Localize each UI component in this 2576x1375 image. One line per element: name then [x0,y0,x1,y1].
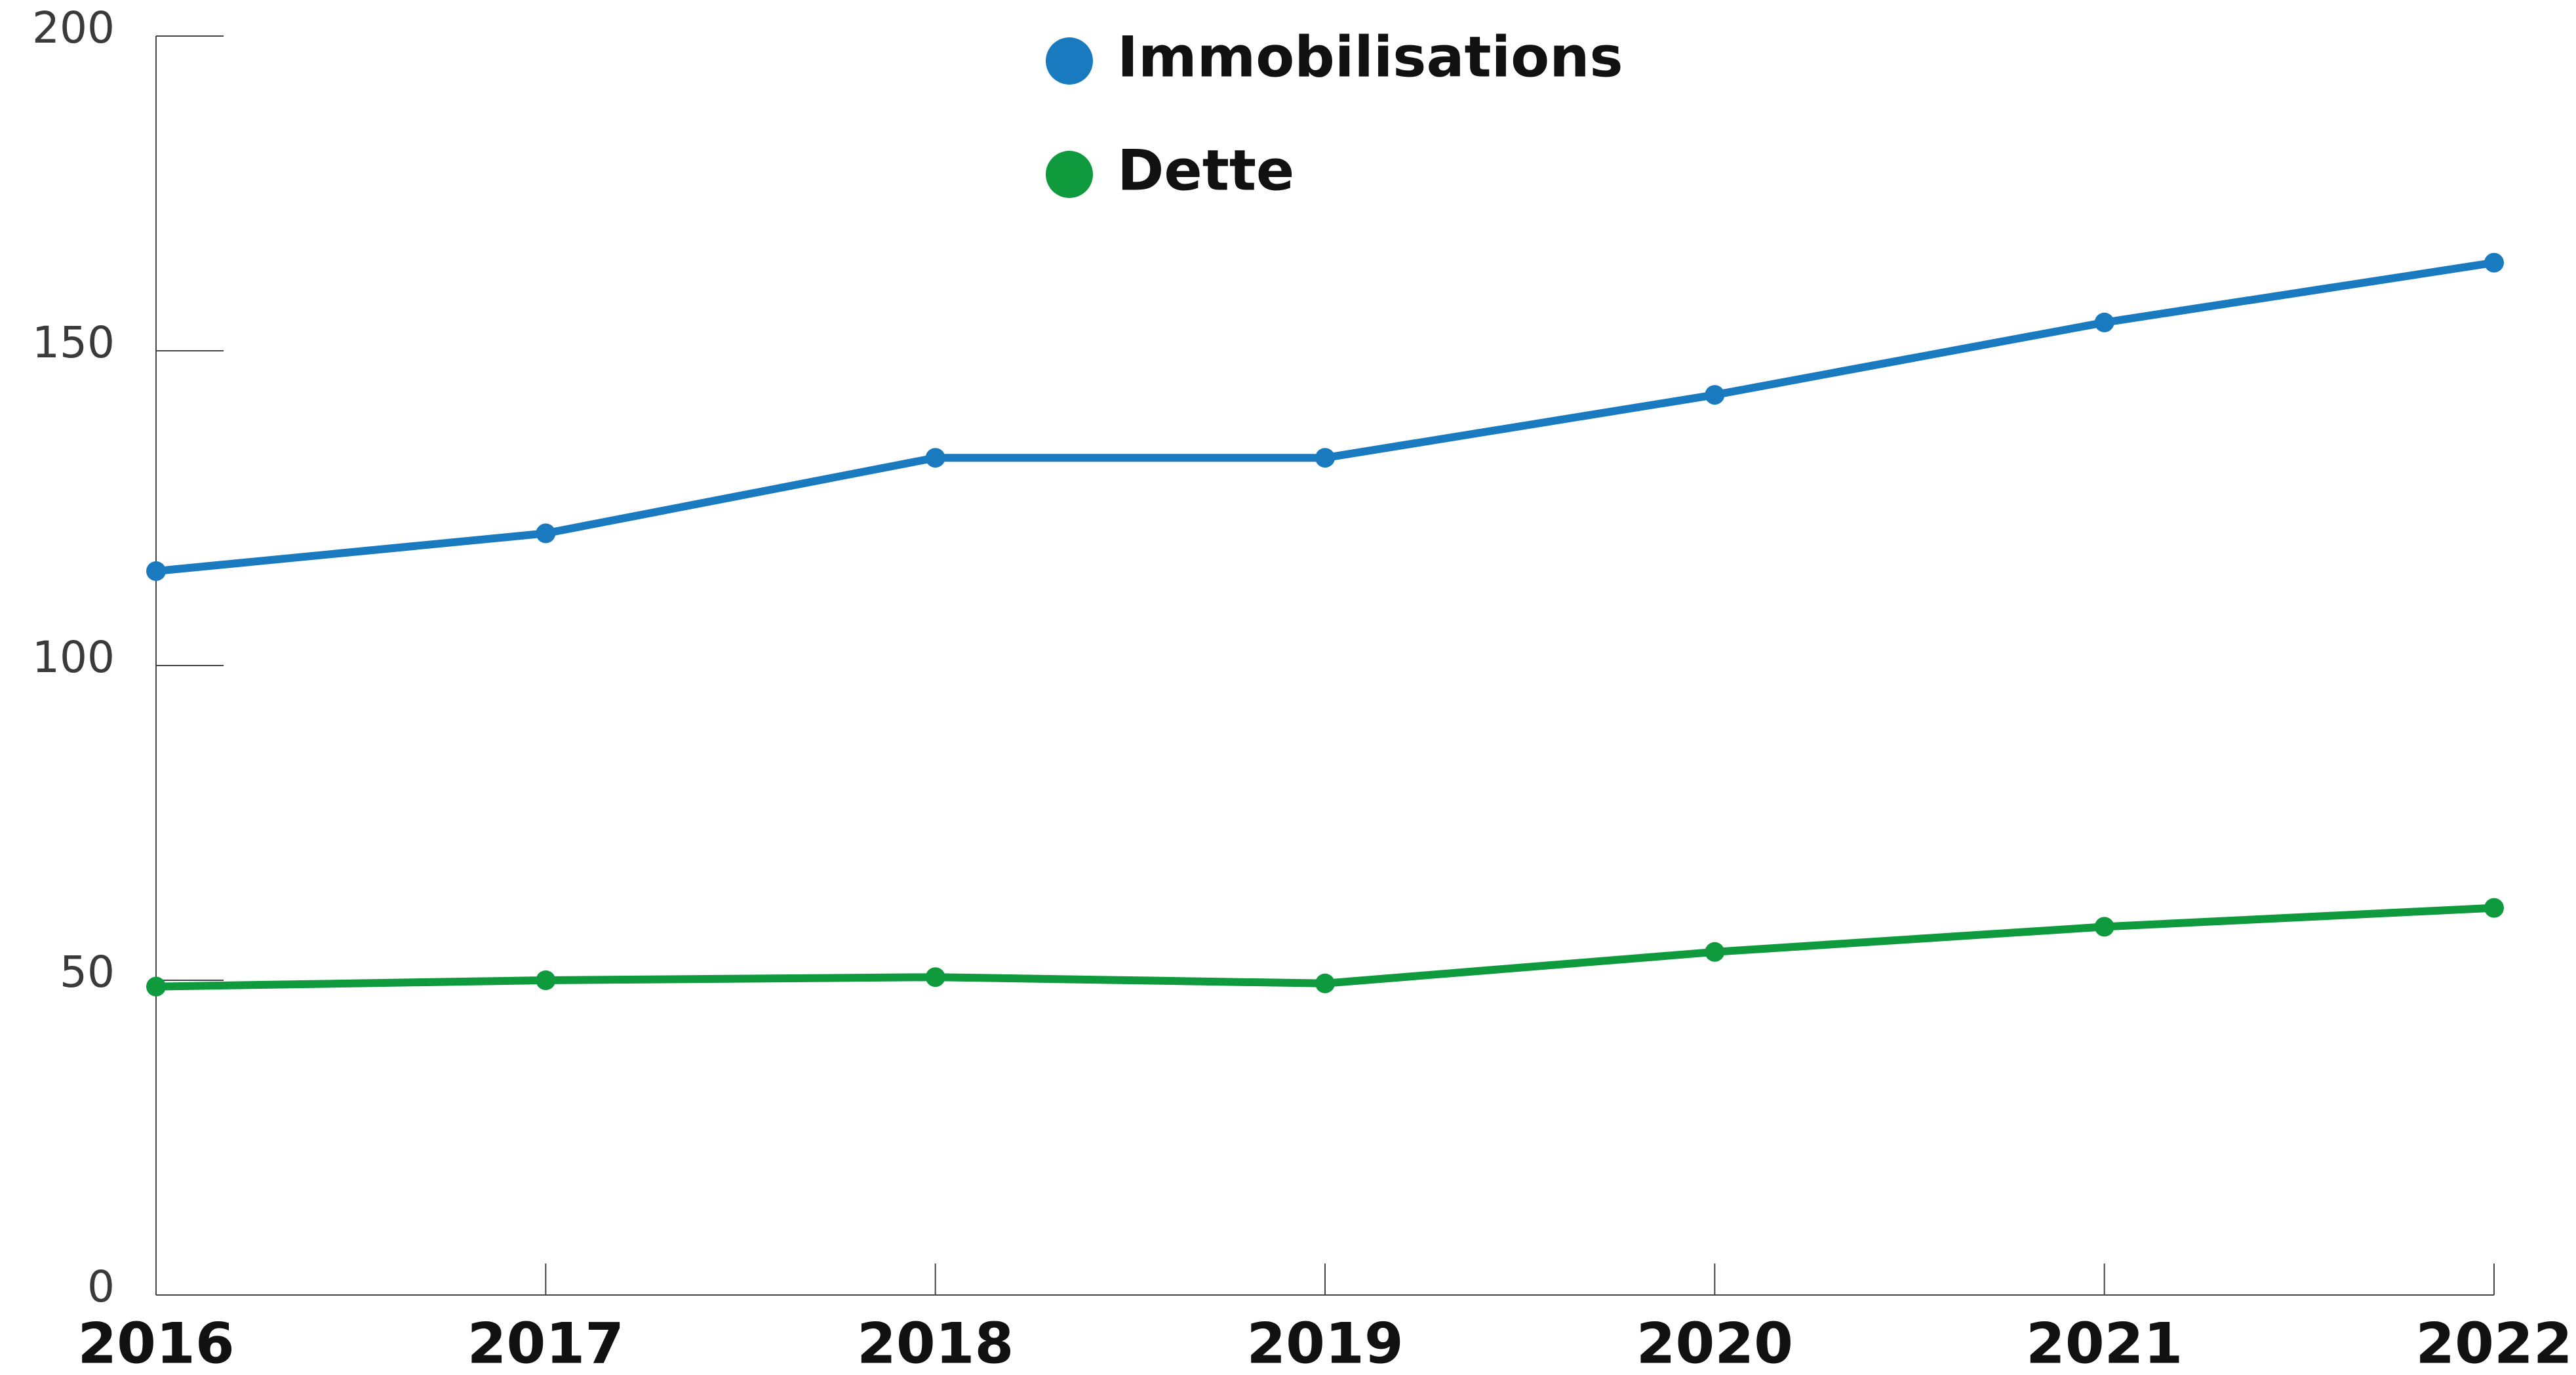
data-point [925,448,945,468]
y-tick-label: 150 [32,317,115,368]
data-point [146,561,166,581]
legend-label: Immobilisations [1117,24,1623,90]
data-point [536,523,556,544]
x-tick-label: 2022 [2415,1311,2572,1375]
data-point [1315,448,1335,468]
legend-marker [1046,37,1093,85]
data-point [536,970,556,990]
data-point [2484,252,2504,273]
x-tick-label: 2018 [857,1311,1014,1375]
data-point [1705,942,1725,962]
x-tick-label: 2017 [467,1311,624,1375]
data-point [2484,898,2504,918]
data-point [1315,973,1335,993]
legend-marker [1046,151,1093,198]
data-point [1705,385,1725,405]
x-tick-label: 2020 [1636,1311,1793,1375]
x-tick-label: 2019 [1246,1311,1403,1375]
y-tick-label: 0 [87,1262,115,1312]
data-point [2094,917,2114,937]
legend-label: Dette [1117,138,1294,203]
data-point [2094,312,2114,332]
x-tick-label: 2021 [2026,1311,2183,1375]
y-tick-label: 50 [60,947,115,997]
data-point [146,976,166,997]
y-tick-label: 100 [32,632,115,683]
x-tick-label: 2016 [77,1311,234,1375]
series-line [155,258,2495,575]
y-tick-label: 200 [32,3,115,53]
data-point [925,967,945,987]
